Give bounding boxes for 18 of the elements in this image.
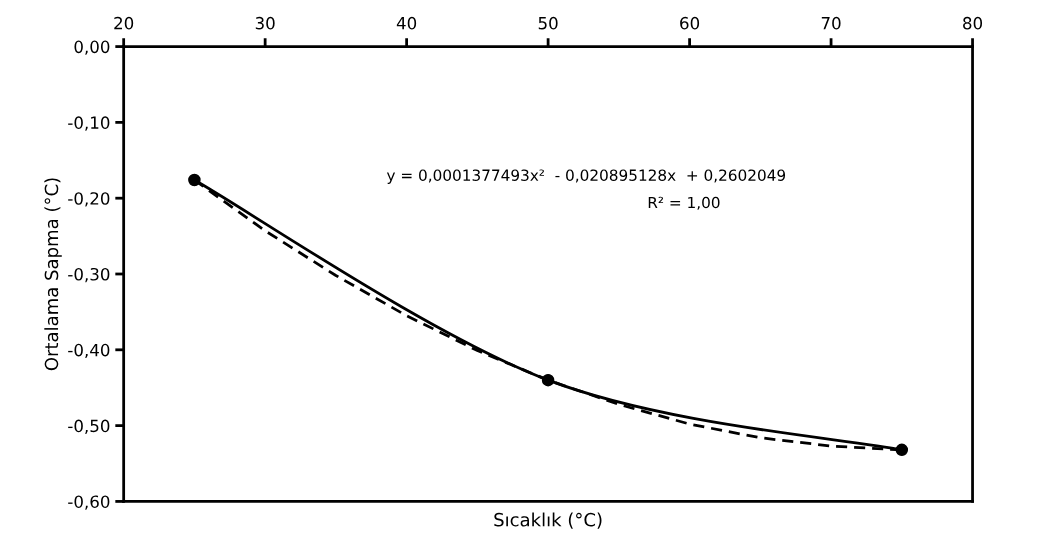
x-tick-label: 60 <box>680 16 700 30</box>
x-tick-label: 50 <box>538 16 558 30</box>
y-tick-label: -0,10 <box>68 116 110 131</box>
annotation: y = 0,0001377493x² - 0,020895128x + 0,2602049 <box>386 169 786 184</box>
x-tick-label: 30 <box>255 16 275 30</box>
y-tick-label: -0,20 <box>68 192 110 207</box>
y-tick-label: -0,50 <box>68 419 110 434</box>
y-tick-label: -0,60 <box>68 495 110 510</box>
x-tick-label: 40 <box>396 16 417 30</box>
x-tick-label: 80 <box>963 16 983 30</box>
y-axis-title: Ortalama Sapma (°C) <box>44 178 62 371</box>
annotation: R² = 1,00 <box>648 196 720 210</box>
x-tick-label: 70 <box>821 16 841 30</box>
x-axis-title: Sıcaklık (°C) <box>494 512 602 529</box>
y-tick-label: -0,40 <box>68 343 110 359</box>
y-tick-label: 0,00 <box>74 40 110 55</box>
x-tick-label: 20 <box>114 16 134 30</box>
y-tick-label: -0,30 <box>68 267 110 283</box>
